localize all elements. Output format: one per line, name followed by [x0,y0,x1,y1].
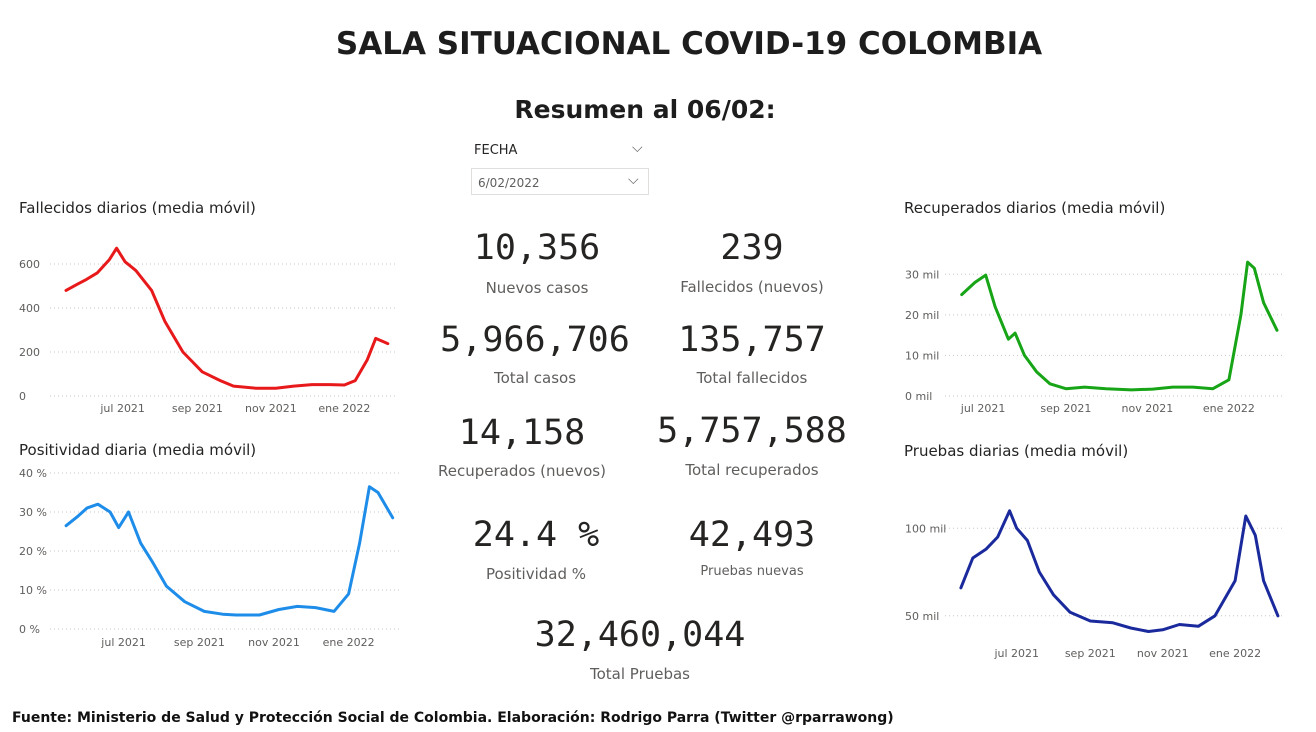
y-tick-label: 30 % [19,506,47,519]
chart-title-positividad: Positividad diaria (media móvil) [19,441,257,459]
y-tick-label: 600 [19,258,40,271]
x-tick-label: nov 2021 [1137,647,1189,660]
series-line [959,509,1280,633]
date-dropdown[interactable] [471,168,649,195]
series-line [64,485,395,617]
y-tick-label: 30 mil [905,268,939,281]
x-tick-label: sep 2021 [1065,647,1116,660]
x-tick-label: jul 2021 [100,636,146,649]
y-tick-label: 0 [19,390,26,403]
x-tick-label: nov 2021 [245,402,297,415]
y-tick-label: 40 % [19,467,47,480]
kpi-total-pruebas-label: Total Pruebas [589,665,690,683]
chart-positividad: 0 % 10 % 20 % 30 % 40 % jul 2021 sep 2021 nov 2… [19,467,400,649]
chevron-down-icon[interactable]: ⌵ [628,172,639,188]
kpi-fallecidos-nuevos-label: Fallecidos (nuevos) [680,278,824,296]
kpi-recuperados-nuevos-value: 14,158 [458,413,586,453]
kpi-total-recuperados-label: Total recuperados [685,461,819,479]
chart-fallecidos: 0 200 400 600 jul 2021 sep 2021 nov 2021 ene 20… [19,246,395,415]
kpi-total-recuperados-value: 5,757,588 [657,411,847,451]
y-tick-label: 10 % [19,584,47,597]
date-dropdown-value: 6/02/2022 [478,176,540,190]
y-tick-label: 50 mil [905,610,939,623]
x-tick-label: ene 2022 [1209,647,1261,660]
kpi-recuperados-nuevos-label: Recuperados (nuevos) [438,462,606,480]
kpi-total-casos-label: Total casos [493,369,577,387]
summary-heading: Resumen al 06/02: [514,95,776,124]
page-title: SALA SITUACIONAL COVID-19 COLOMBIA [335,26,1043,62]
series-line [960,260,1279,392]
x-tick-label: ene 2022 [1203,402,1255,415]
y-tick-label: 0 % [19,623,40,636]
footer-source: Fuente: Ministerio de Salud y Protección… [12,710,894,726]
kpi-positividad-label: Positividad % [485,565,587,583]
y-tick-label: 0 mil [905,390,932,403]
kpi-nuevos-casos-label: Nuevos casos [485,279,589,297]
y-tick-label: 400 [19,302,40,315]
kpi-positividad-value: 24.4 % [472,515,600,555]
kpi-pruebas-nuevas-label: Pruebas nuevas [700,564,804,579]
chart-title-fallecidos: Fallecidos diarios (media móvil) [19,199,256,217]
kpi-total-fallecidos-label: Total fallecidos [696,369,808,387]
x-tick-label: sep 2021 [174,636,225,649]
kpi-nuevos-casos-value: 10,356 [473,228,601,268]
chevron-down-icon[interactable]: ⌵ [632,140,643,156]
kpi-pruebas-nuevas-value: 42,493 [688,515,816,555]
filter-label: FECHA [474,143,518,158]
y-tick-label: 100 mil [905,522,946,535]
y-tick-label: 10 mil [905,349,939,362]
kpi-total-casos-value: 5,966,706 [440,320,630,360]
x-tick-label: jul 2021 [960,402,1006,415]
chart-title-recuperados: Recuperados diarios (media móvil) [904,199,1166,217]
y-tick-label: 20 % [19,545,47,558]
x-tick-label: jul 2021 [99,402,145,415]
chart-pruebas: 50 mil 100 mil jul 2021 sep 2021 nov 2021 ene… [905,509,1285,660]
kpi-total-pruebas-value: 32,460,044 [534,615,746,655]
x-tick-label: ene 2022 [318,402,370,415]
y-tick-label: 20 mil [905,309,939,322]
x-tick-label: sep 2021 [172,402,223,415]
kpi-fallecidos-nuevos-value: 239 [720,228,784,268]
chart-recuperados: 0 mil 10 mil 20 mil 30 mil jul 2021 sep 2021 n… [905,260,1285,415]
y-tick-label: 200 [19,346,40,359]
x-tick-label: nov 2021 [1122,402,1174,415]
x-tick-label: sep 2021 [1040,402,1091,415]
x-tick-label: nov 2021 [248,636,300,649]
series-line [64,246,390,390]
kpi-total-fallecidos-value: 135,757 [678,320,826,360]
x-tick-label: jul 2021 [993,647,1039,660]
x-tick-label: ene 2022 [323,636,375,649]
chart-title-pruebas: Pruebas diarias (media móvil) [904,442,1129,460]
